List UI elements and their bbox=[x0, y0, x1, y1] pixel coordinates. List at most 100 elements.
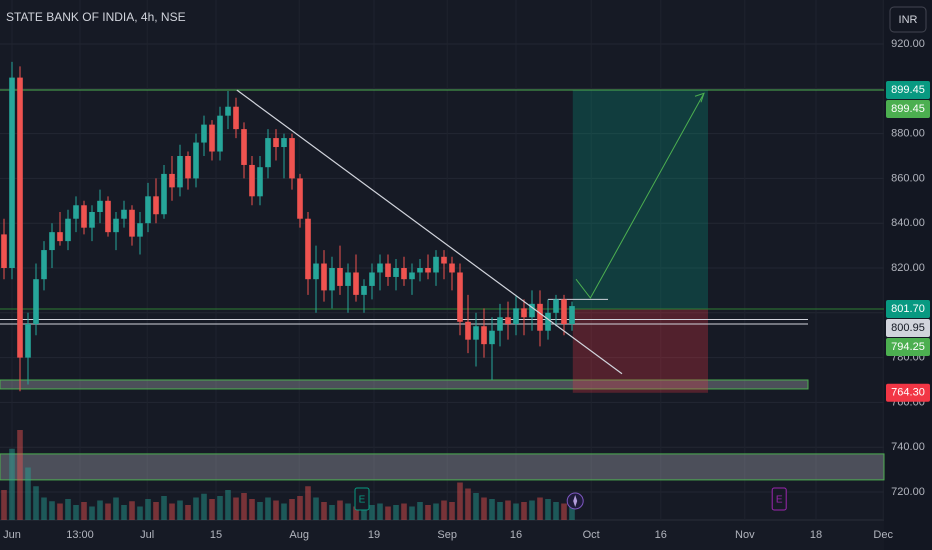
y-tick-label: 720.00 bbox=[891, 486, 925, 498]
candles bbox=[1, 61, 575, 392]
volume-bar bbox=[409, 506, 415, 520]
volume-bar bbox=[273, 500, 279, 520]
volume-bar bbox=[225, 490, 231, 520]
volume-bar bbox=[433, 503, 439, 520]
candle-body bbox=[465, 321, 471, 340]
volume-bar bbox=[521, 502, 527, 520]
x-tick-label: 13:00 bbox=[66, 529, 94, 541]
price-label: 764.30 bbox=[891, 387, 925, 399]
volume-bar bbox=[513, 503, 519, 520]
volume-bar bbox=[377, 503, 383, 520]
volume-bar bbox=[113, 497, 119, 520]
candle-body bbox=[513, 308, 519, 324]
price-label-box bbox=[886, 299, 930, 318]
currency-button[interactable] bbox=[889, 6, 927, 33]
zone bbox=[0, 379, 809, 390]
candle-body bbox=[17, 77, 23, 358]
price-label: 899.45 bbox=[891, 84, 925, 96]
candle-body bbox=[137, 223, 143, 237]
event-marker bbox=[771, 487, 787, 511]
candle-body bbox=[545, 312, 551, 331]
price-label-box bbox=[886, 81, 930, 100]
volume-bar bbox=[401, 503, 407, 520]
candle-body bbox=[129, 209, 135, 237]
price-label-box bbox=[886, 383, 930, 402]
volume-bar bbox=[33, 486, 39, 520]
price-label-box bbox=[886, 337, 930, 356]
candle-body bbox=[161, 173, 167, 215]
candle-body bbox=[321, 263, 327, 291]
candle-body bbox=[281, 138, 287, 148]
volume-bar bbox=[169, 503, 175, 520]
volume-bar bbox=[537, 497, 543, 520]
volume-bar bbox=[257, 502, 263, 520]
volume-bar bbox=[153, 502, 159, 520]
candle-body bbox=[441, 256, 447, 264]
currency-label[interactable]: INR bbox=[899, 14, 918, 26]
x-tick-label: Jul bbox=[140, 529, 154, 541]
candle-body bbox=[305, 218, 311, 280]
volume-bar bbox=[441, 500, 447, 520]
candle-body bbox=[41, 250, 47, 280]
candle-body bbox=[97, 200, 103, 212]
candle-body bbox=[417, 267, 423, 273]
volume-bar bbox=[177, 500, 183, 520]
volume-bar bbox=[473, 493, 479, 520]
candle-body bbox=[473, 326, 479, 340]
volume-bar bbox=[329, 505, 335, 520]
volume-bar bbox=[465, 488, 471, 520]
y-tick-label: 740.00 bbox=[891, 441, 925, 453]
x-tick-label: 16 bbox=[655, 529, 667, 541]
volume-bar bbox=[281, 503, 287, 520]
candle-body bbox=[33, 279, 39, 324]
candle-body bbox=[569, 306, 575, 324]
candle-body bbox=[257, 167, 263, 197]
volume-bar bbox=[41, 497, 47, 520]
candle-body bbox=[217, 115, 223, 152]
x-tick-label: 19 bbox=[368, 529, 380, 541]
candle-body bbox=[481, 326, 487, 345]
volume-bar bbox=[385, 506, 391, 520]
candle-body bbox=[105, 200, 111, 233]
price-label-box bbox=[886, 100, 930, 119]
y-tick-label: 880.00 bbox=[891, 128, 925, 140]
candle-body bbox=[353, 272, 359, 295]
candle-body bbox=[273, 138, 279, 148]
volume-bar bbox=[345, 503, 351, 520]
volume-bar bbox=[265, 497, 271, 520]
candle-body bbox=[297, 178, 303, 219]
volume-bar bbox=[17, 430, 23, 520]
volume-bar bbox=[369, 505, 375, 520]
volume-bar bbox=[249, 499, 255, 520]
x-tick-label: Dec bbox=[873, 529, 893, 541]
candle-body bbox=[121, 209, 127, 219]
candle-body bbox=[521, 308, 527, 318]
volume-bar bbox=[201, 493, 207, 520]
candle-body bbox=[225, 106, 231, 116]
candle-body bbox=[529, 303, 535, 318]
candle-body bbox=[385, 263, 391, 277]
volume-bar bbox=[361, 502, 367, 520]
volume-bar bbox=[569, 500, 575, 520]
candle-body bbox=[401, 267, 407, 280]
volume-bar bbox=[57, 503, 63, 520]
candle-body bbox=[49, 232, 55, 251]
volume-bar bbox=[121, 505, 127, 520]
event-label: E bbox=[776, 495, 783, 506]
candle-body bbox=[561, 299, 567, 324]
volume-bar bbox=[529, 500, 535, 520]
candle-body bbox=[1, 234, 7, 268]
volume bbox=[1, 430, 575, 520]
price-label: 800.95 bbox=[891, 322, 925, 334]
volume-bar bbox=[161, 496, 167, 520]
candle-body bbox=[233, 106, 239, 130]
volume-bar bbox=[449, 502, 455, 520]
volume-bar bbox=[417, 502, 423, 520]
trendline bbox=[236, 89, 623, 375]
volume-bar bbox=[73, 505, 79, 520]
candle-body bbox=[329, 267, 335, 291]
loss-zone bbox=[572, 308, 708, 393]
candle-body bbox=[249, 164, 255, 197]
candle-body bbox=[89, 211, 95, 228]
